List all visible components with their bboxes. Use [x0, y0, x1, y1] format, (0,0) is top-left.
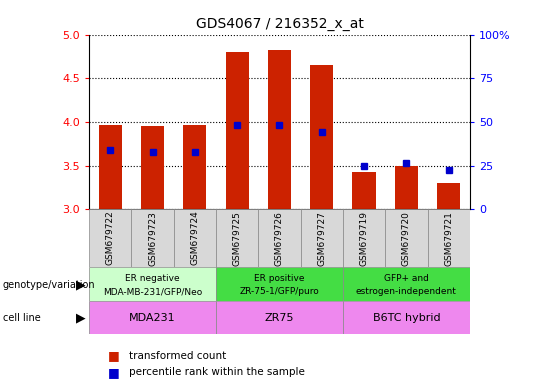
- Bar: [353, 172, 376, 209]
- Text: MDA231: MDA231: [129, 313, 176, 323]
- Text: GSM679724: GSM679724: [191, 211, 199, 265]
- Bar: [216, 267, 343, 301]
- Text: GSM679722: GSM679722: [106, 211, 114, 265]
- Bar: [99, 124, 122, 209]
- Bar: [428, 209, 470, 267]
- Text: ▶: ▶: [76, 279, 86, 292]
- Text: GSM679720: GSM679720: [402, 211, 411, 265]
- Bar: [385, 209, 428, 267]
- Text: ■: ■: [108, 349, 120, 362]
- Bar: [183, 124, 206, 209]
- Text: estrogen-independent: estrogen-independent: [356, 287, 457, 296]
- Bar: [131, 209, 174, 267]
- Bar: [301, 209, 343, 267]
- Text: GSM679726: GSM679726: [275, 211, 284, 265]
- Bar: [216, 301, 343, 334]
- Text: genotype/variation: genotype/variation: [3, 280, 96, 290]
- Bar: [343, 301, 470, 334]
- Bar: [310, 65, 333, 209]
- Bar: [258, 209, 301, 267]
- Bar: [174, 209, 216, 267]
- Text: B6TC hybrid: B6TC hybrid: [373, 313, 440, 323]
- Text: MDA-MB-231/GFP/Neo: MDA-MB-231/GFP/Neo: [103, 287, 202, 296]
- Text: GSM679727: GSM679727: [318, 211, 326, 265]
- Text: GSM679725: GSM679725: [233, 211, 241, 265]
- Bar: [89, 209, 131, 267]
- Title: GDS4067 / 216352_x_at: GDS4067 / 216352_x_at: [195, 17, 363, 31]
- Text: GSM679723: GSM679723: [148, 211, 157, 265]
- Text: cell line: cell line: [3, 313, 40, 323]
- Text: GFP+ and: GFP+ and: [384, 275, 429, 283]
- Text: ER negative: ER negative: [125, 275, 180, 283]
- Bar: [89, 267, 216, 301]
- Bar: [437, 183, 460, 209]
- Text: GSM679721: GSM679721: [444, 211, 453, 265]
- Text: ZR75: ZR75: [265, 313, 294, 323]
- Bar: [395, 166, 418, 209]
- Bar: [226, 52, 249, 209]
- Bar: [343, 267, 470, 301]
- Text: ZR-75-1/GFP/puro: ZR-75-1/GFP/puro: [240, 287, 319, 296]
- Text: ER positive: ER positive: [254, 275, 305, 283]
- Text: percentile rank within the sample: percentile rank within the sample: [129, 367, 305, 377]
- Text: ▶: ▶: [76, 311, 86, 324]
- Text: GSM679719: GSM679719: [360, 210, 368, 266]
- Bar: [343, 209, 385, 267]
- Bar: [141, 126, 164, 209]
- Text: transformed count: transformed count: [129, 351, 226, 361]
- Bar: [268, 50, 291, 209]
- Text: ■: ■: [108, 366, 120, 379]
- Bar: [216, 209, 258, 267]
- Bar: [89, 301, 216, 334]
